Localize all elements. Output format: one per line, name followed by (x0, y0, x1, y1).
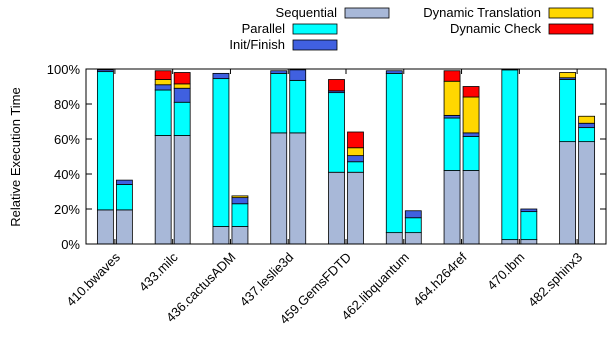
bars (96, 68, 596, 245)
bar-segment-parallel (96, 71, 114, 211)
legend-swatch-dynamic-translation (548, 7, 594, 19)
bar-segment-parallel (520, 211, 538, 241)
bar-segment-init-finish (154, 84, 172, 91)
bar-segment-sequential (270, 132, 288, 245)
y-tick-label: 60% (54, 132, 80, 147)
bar-segment-sequential (578, 141, 596, 245)
x-tick-label: 470.lbm (484, 250, 527, 293)
y-tick-label: 80% (54, 97, 80, 112)
bar-segment-init-finish (115, 179, 133, 185)
bar-segment-init-finish (385, 70, 403, 74)
bar-segment-init-finish (270, 70, 288, 74)
bar-segment-parallel (501, 69, 519, 241)
bar-segment-dynamic-translation (462, 96, 480, 134)
bar-segment-sequential (96, 209, 114, 245)
y-axis-ticks: 0% 20% 40% 60% 80% 100% (47, 62, 606, 252)
legend-swatch-parallel (292, 23, 338, 35)
bar-segment-dynamic-translation (443, 80, 461, 116)
bar-segment-parallel (289, 79, 307, 134)
bar-segment-sequential (347, 171, 364, 245)
bar-segment-parallel (154, 89, 172, 136)
bar-segment-parallel (385, 72, 403, 234)
bar-segment-init-finish (347, 155, 364, 163)
legend-label-init-finish: Init/Finish (229, 37, 285, 52)
x-tick-label: 410.bwaves (63, 249, 123, 309)
bar-segment-dynamic-check (173, 72, 191, 85)
bar-segment-sequential (328, 171, 345, 245)
bar-segment-sequential (115, 209, 133, 245)
bar-segment-dynamic-translation (347, 147, 364, 157)
legend-label-sequential: Sequential (276, 5, 338, 20)
bar-segment-init-finish (404, 210, 422, 219)
legend-swatch-init-finish (292, 39, 338, 51)
y-tick-label: 0% (61, 237, 80, 252)
bar-segment-sequential (212, 226, 230, 245)
bar-segment-parallel (115, 184, 133, 211)
bar-segment-sequential (520, 239, 538, 245)
y-tick-label: 40% (54, 167, 80, 182)
bar-segment-sequential (404, 232, 422, 245)
bar-segment-dynamic-translation (154, 79, 172, 86)
bar-segment-parallel (231, 203, 249, 227)
bar-segment-parallel (347, 161, 364, 173)
bar-segment-parallel (212, 78, 230, 227)
bar-segment-dynamic-translation (173, 83, 191, 89)
x-tick-label: 464.h264ref (410, 249, 470, 309)
bar-segment-init-finish (578, 122, 596, 129)
bar-segment-init-finish (231, 197, 249, 205)
legend-label-dynamic-translation: Dynamic Translation (423, 5, 541, 20)
y-tick-label: 20% (54, 202, 80, 217)
bar-segment-dynamic-check (443, 70, 461, 82)
bar-segment-parallel (328, 92, 345, 173)
bar-segment-parallel (443, 117, 461, 171)
bar-segment-dynamic-translation (231, 195, 249, 199)
y-tick-label: 100% (47, 62, 81, 77)
plot-area-frame (85, 68, 607, 245)
x-tick-label: 482.sphinx3 (525, 250, 585, 310)
bar-segment-sequential (385, 232, 403, 245)
bar-segment-dynamic-check (347, 131, 364, 149)
bar-segment-parallel (578, 127, 596, 143)
bar-segment-init-finish (212, 72, 230, 80)
bar-segment-sequential (443, 170, 461, 245)
bar-segment-init-finish (520, 208, 538, 213)
legend-swatch-sequential (344, 7, 390, 19)
bar-segment-dynamic-check (328, 79, 345, 92)
bar-segment-sequential (231, 226, 249, 245)
legend-swatch-dynamic-check (548, 23, 594, 35)
bar-segment-sequential (289, 132, 307, 245)
bar-segment-init-finish (96, 69, 114, 73)
bar-segment-dynamic-translation (559, 72, 577, 79)
y-axis-label: Relative Execution Time (8, 87, 23, 226)
bar-segment-sequential (154, 135, 172, 245)
bar-segment-parallel (404, 217, 422, 234)
bar-segment-parallel (559, 79, 577, 143)
bar-segment-sequential (173, 135, 191, 245)
x-tick-label: 433.milc (136, 249, 181, 294)
bar-segment-init-finish (462, 132, 480, 137)
bar-segment-dynamic-check (462, 86, 480, 98)
bar-segment-parallel (462, 135, 480, 171)
legend-label-parallel: Parallel (242, 21, 285, 36)
bar-segment-sequential (559, 141, 577, 245)
bar-segment-init-finish (289, 69, 307, 81)
bar-segment-parallel (173, 101, 191, 136)
bar-segment-dynamic-check (154, 70, 172, 80)
legend-label-dynamic-check: Dynamic Check (450, 21, 542, 36)
bar-segment-sequential (462, 170, 480, 245)
bar-segment-sequential (501, 239, 519, 245)
bar-segment-init-finish (173, 87, 191, 103)
x-tick-label: 437.leslie3d (237, 250, 297, 310)
bar-segment-parallel (270, 72, 288, 134)
bar-segment-dynamic-translation (578, 115, 596, 124)
